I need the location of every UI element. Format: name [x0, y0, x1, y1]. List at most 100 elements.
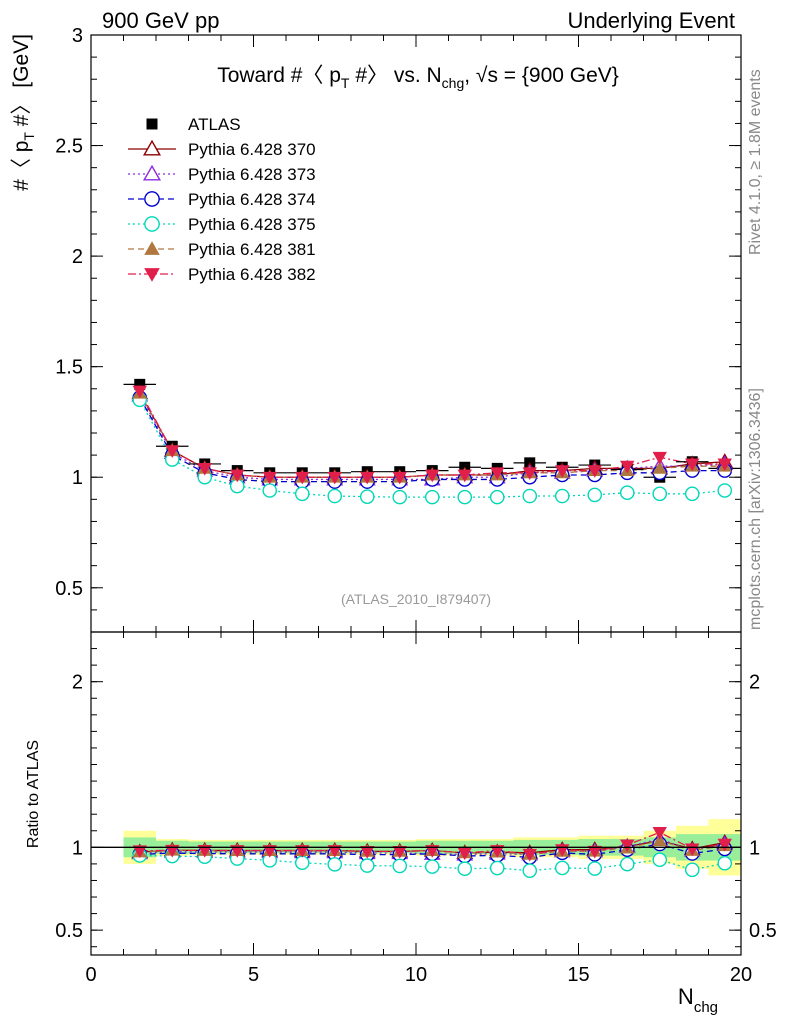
main-point-series-6 [360, 471, 375, 485]
main-point-series-6 [197, 462, 212, 476]
main-point-series-4 [359, 489, 375, 504]
ratio-point-series-6 [457, 847, 472, 861]
ratio-point-series-6 [717, 838, 732, 852]
ratio-y-tick-label: 0.5 [55, 920, 83, 942]
ratio-point-series-4 [652, 852, 668, 868]
ratio-point-series-6 [490, 845, 505, 858]
side-text-bottom: mcplots.cern.ch [arXiv:1306.3436] [747, 388, 764, 630]
ratio-point-series-4 [717, 855, 733, 871]
x-tick-label: 20 [730, 964, 752, 986]
legend-marker-series-1 [142, 139, 162, 156]
main-point-series-6 [132, 385, 147, 399]
ratio-series-group [91, 827, 741, 878]
main-point-series-4 [424, 489, 440, 505]
legend-marker-atlas [146, 118, 158, 130]
x-tick-label: 5 [248, 964, 259, 986]
legend-marker-series-2 [142, 164, 162, 181]
main-plot-frame: 0.5 1 1.5 2 2.5 3 [55, 25, 742, 633]
main-point-series-4 [294, 486, 310, 502]
main-y-tick-label: 1.5 [55, 357, 83, 379]
main-point-series-4 [652, 486, 668, 502]
main-point-series-4 [327, 488, 343, 504]
main-point-series-4 [392, 489, 408, 505]
legend-marker-series-4 [144, 216, 160, 232]
legend-label-series-6: Pythia 6.428 382 [188, 265, 316, 284]
ratio-border [90, 631, 742, 956]
ratio-point-series-4 [587, 861, 603, 876]
ratio-point-series-6 [685, 843, 700, 857]
ratio-point-series-4 [489, 860, 505, 876]
main-point-series-4 [522, 488, 538, 504]
main-y-tick-label: 3 [72, 25, 83, 47]
ratio-point-series-6 [652, 827, 667, 840]
ratio-point-series-6 [230, 845, 245, 858]
ratio-point-series-6 [392, 845, 407, 859]
ratio-point-series-6 [295, 845, 310, 858]
main-y-tick-label: 0.5 [55, 578, 83, 600]
main-point-series-6 [620, 460, 635, 474]
legend-label-series-3: Pythia 6.428 374 [188, 190, 316, 209]
ratio-point-series-4 [619, 856, 635, 872]
main-point-series-6 [490, 467, 505, 480]
legend-label-atlas: ATLAS [188, 115, 241, 134]
side-text-top: Rivet 4.1.0, ≥ 1.8M events [747, 69, 764, 255]
ratio-point-series-4 [327, 857, 343, 872]
main-series-line-5 [139, 392, 725, 478]
header-left: 900 GeV pp [102, 8, 219, 33]
ratio-point-series-6 [587, 845, 602, 859]
legend-marker-series-6 [144, 268, 160, 282]
ratio-point-series-6 [522, 848, 537, 862]
ratio-point-series-6 [262, 845, 277, 858]
header-right: Underlying Event [567, 8, 735, 33]
main-point-series-6 [457, 469, 472, 483]
ratio-point-series-6 [327, 845, 342, 858]
main-y-tick-label: 1 [72, 467, 83, 489]
ratio-y-tick-label: 2 [72, 672, 83, 694]
ratio-point-series-4 [294, 855, 310, 871]
main-point-series-6 [262, 471, 277, 485]
main-point-series-4 [619, 485, 635, 501]
main-y-tick-label: 2.5 [55, 136, 83, 158]
legend-label-series-1: Pythia 6.428 370 [188, 140, 316, 159]
legend-label-series-5: Pythia 6.428 381 [188, 240, 316, 259]
ratio-point-series-6 [197, 845, 212, 858]
ratio-point-series-4 [457, 861, 473, 877]
main-y-tick-label: 2 [72, 246, 83, 268]
main-point-series-6 [587, 465, 602, 478]
ratio-point-series-6 [620, 839, 635, 853]
main-point-series-6 [425, 469, 440, 483]
main-point-series-4 [717, 483, 733, 498]
ratio-point-series-4 [684, 862, 700, 878]
ratio-y-tick-label-right: 2 [749, 672, 760, 694]
ratio-point-series-4 [424, 859, 440, 874]
ratio-plot-frame: 0 5 10 15 20 0.5 0.5 1 1 2 2 [55, 631, 777, 986]
legend-label-series-4: Pythia 6.428 375 [188, 215, 316, 234]
analysis-watermark: (ATLAS_2010_I879407) [341, 591, 491, 607]
y-axis-label-ratio: Ratio to ATLAS [25, 740, 42, 848]
ratio-point-series-4 [522, 863, 538, 878]
main-point-series-6 [685, 458, 700, 472]
main-point-series-6 [652, 451, 667, 465]
legend-marker-series-5 [144, 241, 160, 255]
x-axis-label: Nchg [678, 984, 718, 1016]
main-point-series-4 [587, 487, 603, 503]
ratio-point-series-4 [392, 858, 408, 874]
main-point-series-6 [327, 471, 342, 485]
ratio-point-series-6 [425, 845, 440, 858]
main-point-series-4 [262, 483, 278, 498]
main-point-series-6 [522, 467, 537, 480]
main-point-series-6 [165, 445, 180, 458]
ratio-point-series-4 [359, 858, 375, 873]
x-tick-label: 15 [567, 964, 589, 986]
main-point-series-6 [230, 469, 245, 483]
ratio-y-tick-label: 1 [72, 837, 83, 859]
main-series-line-6 [139, 390, 725, 478]
main-point-series-6 [392, 471, 407, 485]
legend-label-series-2: Pythia 6.428 373 [188, 165, 316, 184]
y-axis-label-main: #〈 pT #〉 [GeV] [10, 34, 37, 191]
chart-title: Toward #〈 pT #〉 vs. Nchg, √s = {900 GeV} [217, 64, 619, 91]
ratio-y-tick-label-right: 0.5 [749, 920, 777, 942]
main-point-series-6 [295, 471, 310, 485]
ratio-point-series-5 [652, 833, 667, 847]
